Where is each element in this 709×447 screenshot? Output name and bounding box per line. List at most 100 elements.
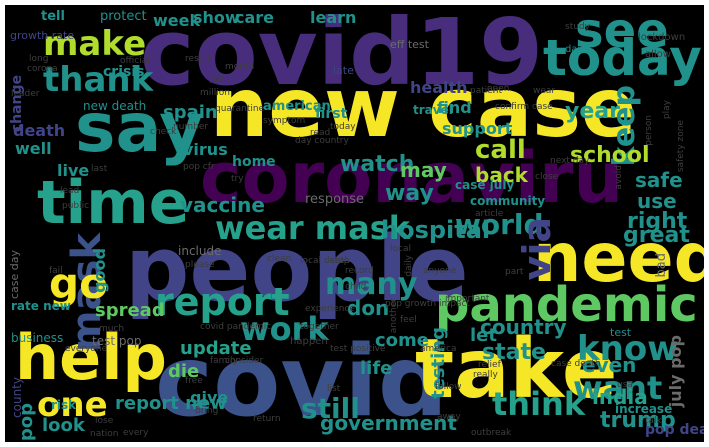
word-together: together [300,322,339,332]
word-learn: learn [310,8,357,27]
word-want: want [573,369,663,407]
word-study: study [565,22,590,32]
word-last: last [91,164,108,174]
word-lose: lose [95,416,114,426]
word-include: include [178,244,222,258]
word-report-new: report new [115,393,227,414]
word-late: late [333,64,354,77]
word-daily: daily [404,255,414,277]
word-long: long [29,54,49,64]
word-find: find [437,98,472,117]
word-increase: increase [615,402,673,416]
word-everyone: everyone [65,344,108,354]
word-official: official [120,56,150,66]
word-test-pop: test pop [92,334,142,348]
word-make: make [43,24,147,64]
word-see: see [575,5,669,59]
word-travel: travel [413,103,453,117]
word-safe: safe [635,168,683,192]
word-close: close [535,172,559,182]
word-life: life [360,358,393,379]
word-read: read [310,128,331,138]
word-local: local [390,244,411,254]
word-test: test [610,326,632,339]
word-public: public [62,201,90,211]
word-wear: wear [533,86,556,96]
word-still: still [301,392,360,425]
word-covid: covid [155,325,449,439]
word-need: need [533,219,704,298]
word-day-country: day country [295,136,349,146]
word-coronaviru: coronaviru [200,137,624,219]
word-talk: talk [645,416,662,426]
word-leader: leader [11,89,40,99]
word-clean: clean [267,254,292,264]
word-spread: spread [95,300,165,321]
word-via: via [515,217,559,281]
word-school: school [570,143,650,168]
word-spain: spain [163,102,218,123]
word-even: even [582,353,637,377]
word-lockdown: lockdown [638,32,686,43]
word-case-july: case july [455,178,515,192]
word-good: good [90,248,109,293]
word-great: great [623,223,690,248]
word-work: work [240,310,329,348]
word-call: call [475,135,526,165]
word-today: today [330,122,356,132]
word-response: response [305,192,365,207]
word-avoid: avoid [614,165,624,190]
word-rate-new: rate new [11,299,71,313]
word-pop-growth-impact: pop growth impact [385,299,470,309]
word-change: change [9,75,25,133]
word-vaccine: vaccine [180,193,265,217]
word-lead: lead [60,186,80,196]
word-covid19: covid19 [140,5,544,106]
word-crisis: crisis [103,64,145,80]
word-don: don [347,296,390,320]
word-many: many [325,267,418,302]
word-tell: tell [41,9,65,24]
word-week: week [153,11,201,30]
word-help: help [15,321,167,394]
word-test-positive: test positive [330,344,386,354]
word-american: american [263,99,331,114]
word-nation: nation [90,429,119,439]
word-list: list [327,384,341,394]
word-pop-death: pop death [645,422,704,438]
word-much: much [99,324,125,334]
word-live: live [57,161,90,180]
word-india: india [592,385,648,409]
word-away: away [437,412,461,422]
word-die: die [168,361,200,382]
word-cloud: new case covid19 people coronaviru covid take… [5,5,704,442]
word-try: try [231,174,244,184]
word-government: government [320,411,457,435]
word-hospital: hospital [381,216,491,244]
word-article: article [475,209,504,219]
word-person: person [644,115,654,146]
word-world: world [455,208,544,241]
word-say: say [75,89,204,168]
word-outbreak: outbreak [471,428,512,438]
word-july-pop: july pop [666,335,685,408]
word-protect: protect [100,9,147,24]
word-really: really [473,370,498,380]
word-million: million [200,88,230,98]
word-new-case: new case [210,61,637,156]
word-day: day [565,44,584,55]
word-death: death [13,121,66,140]
word-every: every [123,428,149,438]
word-safety-zone: safety zone [676,120,686,173]
word-watch: watch [340,152,415,177]
word-county: county [10,377,24,418]
word-family: family [210,356,238,366]
word-growth-rate: growth rate [10,29,75,42]
word-usa: usa [617,380,633,390]
word-consider: consider [225,356,264,366]
word-next-day: next day [550,156,590,166]
word-thank: thank [43,60,154,100]
word-record: record [345,266,374,276]
word-pop-cfr: pop cfr [183,162,215,172]
word-open: open [487,84,510,94]
